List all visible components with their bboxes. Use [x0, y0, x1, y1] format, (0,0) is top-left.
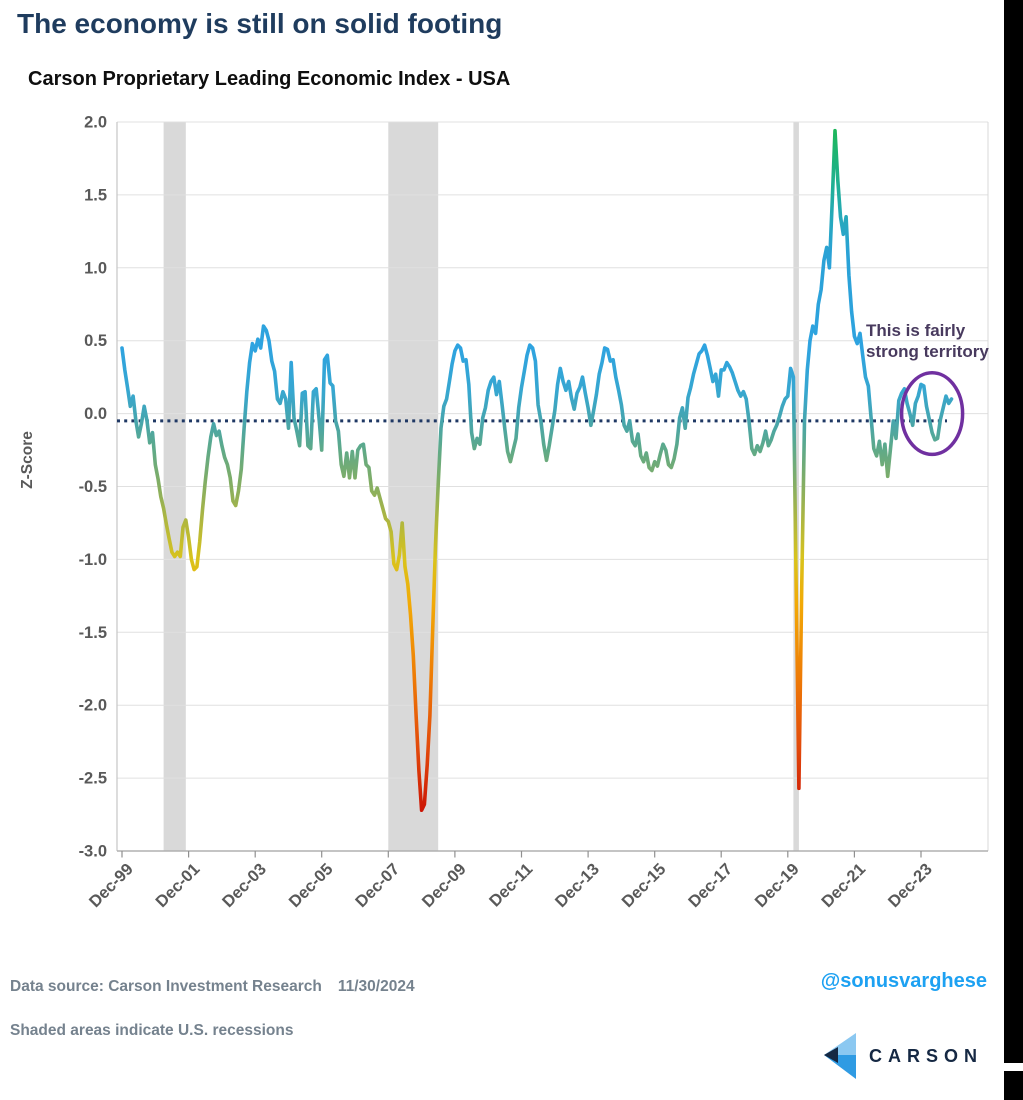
x-tick-label: Dec-11: [486, 860, 536, 910]
page-title: The economy is still on solid footing: [17, 8, 503, 39]
x-tick-label: Dec-03: [219, 860, 270, 911]
data-source-note: Data source: Carson Investment Research 1…: [10, 978, 415, 996]
y-tick-label: -1.5: [79, 624, 107, 642]
x-tick-label: Dec-01: [152, 860, 203, 911]
annotation-line-2: strong territory: [866, 342, 989, 361]
annotation-line-1: This is fairly: [866, 321, 966, 340]
y-tick-label: 2.0: [84, 114, 107, 132]
x-tick-label: Dec-15: [618, 860, 669, 911]
y-tick-label: -1.0: [79, 551, 107, 569]
x-tick-label: Dec-99: [86, 860, 137, 911]
x-tick-label: Dec-19: [752, 860, 803, 911]
y-tick-label: -2.0: [79, 697, 107, 715]
annotation-ellipse: [899, 371, 965, 457]
lei-chart: 2.01.51.00.50.0-0.5-1.0-1.5-2.0-2.5-3.0D…: [19, 114, 989, 911]
annotation-label: This is fairly strong territory: [866, 320, 1011, 362]
carson-logo: CARSON: [823, 1032, 983, 1080]
y-tick-label: -3.0: [79, 843, 107, 861]
x-tick-label: Dec-23: [885, 860, 936, 911]
y-tick-label: -0.5: [79, 478, 107, 496]
x-tick-label: Dec-07: [352, 860, 403, 911]
screen-edge-strip: [1004, 0, 1023, 1100]
y-tick-label: 1.0: [84, 259, 107, 277]
data-date: 11/30/2024: [337, 978, 415, 995]
carson-logo-icon: [824, 1033, 856, 1079]
recession-note: Shaded areas indicate U.S. recessions: [10, 1022, 294, 1039]
screen-edge-notch: [1004, 1063, 1023, 1071]
x-tick-label: Dec-05: [286, 860, 337, 911]
data-source-text: Data source: Carson Investment Research: [10, 978, 322, 995]
chart-title: Carson Proprietary Leading Economic Inde…: [28, 68, 511, 90]
lei-line: [120, 128, 954, 812]
y-tick-label: 0.0: [84, 405, 107, 423]
x-tick-label: Dec-13: [552, 860, 603, 911]
y-tick-label: 0.5: [84, 332, 107, 350]
carson-logo-text: CARSON: [869, 1045, 984, 1066]
y-tick-label: -2.5: [79, 770, 107, 788]
y-tick-label: 1.5: [84, 186, 107, 204]
x-tick-label: Dec-09: [419, 860, 470, 911]
twitter-handle: @sonusvarghese: [820, 970, 987, 992]
y-axis-title: Z-Score: [19, 431, 36, 489]
x-tick-label: Dec-21: [818, 860, 869, 911]
x-tick-label: Dec-17: [685, 860, 736, 911]
